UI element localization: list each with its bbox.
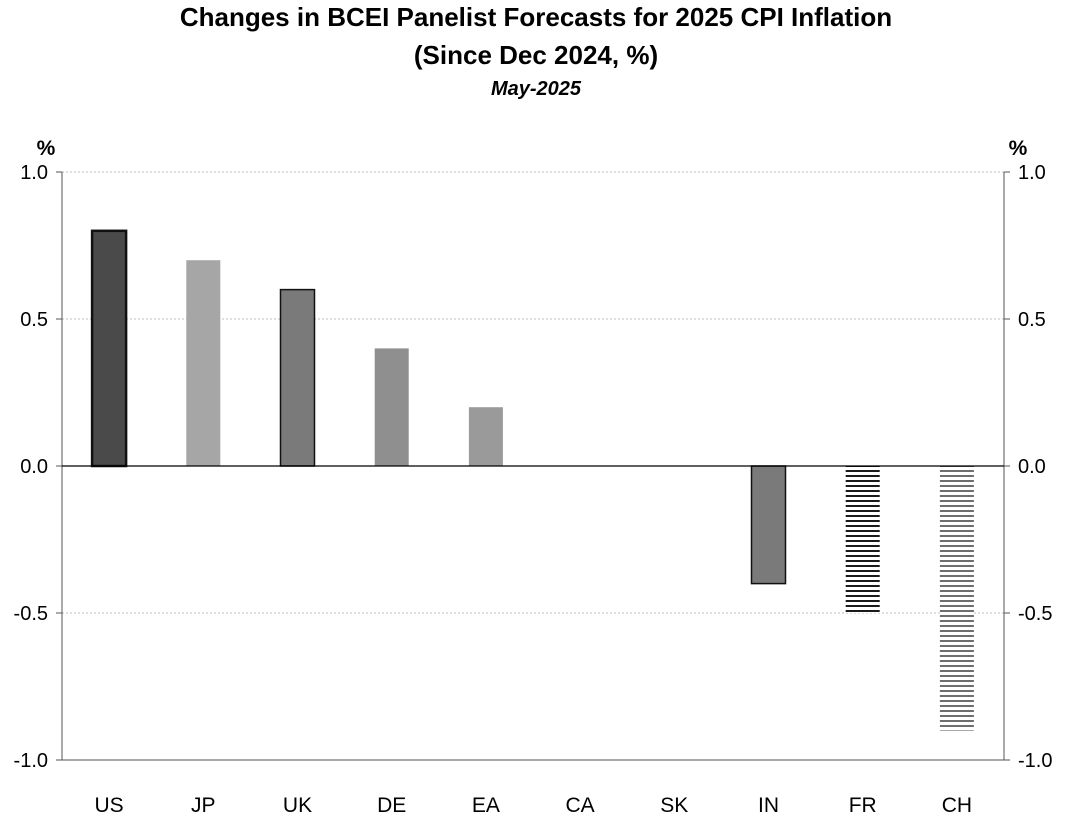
left-tick-label: 0.5 bbox=[20, 309, 48, 331]
right-tick-label: -0.5 bbox=[1018, 603, 1052, 625]
left-tick-label: -1.0 bbox=[14, 750, 48, 772]
category-label-ca: CA bbox=[566, 794, 595, 817]
category-label-jp: JP bbox=[191, 794, 216, 817]
category-label-fr: FR bbox=[849, 794, 877, 817]
left-tick-label: 1.0 bbox=[20, 162, 48, 184]
category-label-ea: EA bbox=[472, 794, 500, 817]
category-label-us: US bbox=[95, 794, 124, 817]
left-tick-label: 0.0 bbox=[20, 456, 48, 478]
chart-date-label: May-2025 bbox=[490, 78, 582, 100]
category-label-sk: SK bbox=[660, 794, 688, 817]
chart-subtitle: (Since Dec 2024, %) bbox=[413, 40, 659, 70]
bar-ea bbox=[468, 407, 503, 466]
bar-uk bbox=[279, 288, 316, 467]
category-label-in: IN bbox=[758, 794, 779, 817]
bar-in bbox=[750, 465, 787, 585]
category-label-de: DE bbox=[377, 794, 406, 817]
left-tick-label: -0.5 bbox=[14, 603, 48, 625]
bar-us bbox=[90, 229, 128, 468]
chart-title: Changes in BCEI Panelist Forecasts for 2… bbox=[179, 2, 893, 32]
bar-fr bbox=[845, 466, 880, 613]
bar-jp bbox=[186, 260, 221, 466]
category-label-ch: CH bbox=[942, 794, 972, 817]
right-tick-label: -1.0 bbox=[1018, 750, 1052, 772]
bar-de bbox=[374, 348, 409, 466]
right-axis-unit-label: % bbox=[1009, 137, 1028, 160]
bar-ch bbox=[939, 466, 974, 731]
right-tick-label: 1.0 bbox=[1018, 162, 1046, 184]
category-label-uk: UK bbox=[283, 794, 312, 817]
right-tick-label: 0.0 bbox=[1018, 456, 1046, 478]
left-axis-unit-label: % bbox=[37, 137, 56, 160]
right-tick-label: 0.5 bbox=[1018, 309, 1046, 331]
